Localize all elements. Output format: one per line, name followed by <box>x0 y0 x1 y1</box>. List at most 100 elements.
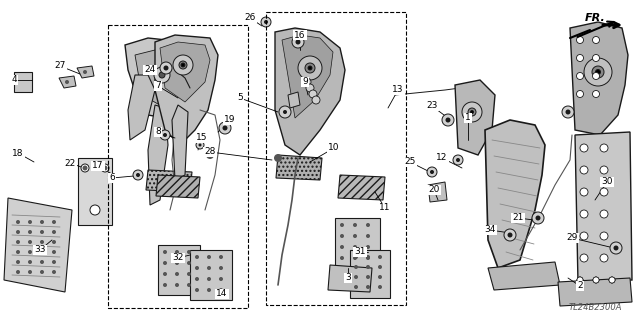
Circle shape <box>206 151 214 159</box>
Circle shape <box>340 256 344 260</box>
Circle shape <box>442 114 454 126</box>
Circle shape <box>81 164 89 172</box>
Polygon shape <box>485 120 545 268</box>
Circle shape <box>40 270 44 274</box>
Polygon shape <box>155 35 218 145</box>
Text: 31: 31 <box>355 248 365 256</box>
Polygon shape <box>282 35 333 118</box>
Polygon shape <box>135 50 182 104</box>
Text: 29: 29 <box>566 234 578 242</box>
Circle shape <box>40 250 44 254</box>
Text: 18: 18 <box>12 149 24 158</box>
Circle shape <box>340 245 344 249</box>
Polygon shape <box>455 80 495 155</box>
Circle shape <box>353 245 357 249</box>
Circle shape <box>453 155 463 165</box>
Text: 20: 20 <box>428 186 440 195</box>
Text: 28: 28 <box>204 147 216 157</box>
Bar <box>266 12 406 305</box>
Polygon shape <box>78 158 112 225</box>
Circle shape <box>298 56 322 80</box>
Bar <box>158 245 200 295</box>
Circle shape <box>136 173 140 177</box>
Circle shape <box>577 277 583 283</box>
Circle shape <box>40 240 44 244</box>
Bar <box>108 25 248 308</box>
Circle shape <box>609 277 615 283</box>
Circle shape <box>580 188 588 196</box>
Circle shape <box>504 229 516 241</box>
Circle shape <box>16 270 20 274</box>
Text: 22: 22 <box>65 159 76 167</box>
Circle shape <box>470 110 474 114</box>
Text: 2: 2 <box>577 281 583 291</box>
Polygon shape <box>276 155 322 180</box>
Circle shape <box>593 91 600 98</box>
Polygon shape <box>338 175 385 200</box>
Circle shape <box>562 106 574 118</box>
Polygon shape <box>4 198 72 292</box>
Circle shape <box>593 277 599 283</box>
Circle shape <box>610 242 622 254</box>
Circle shape <box>195 277 199 281</box>
Circle shape <box>427 167 437 177</box>
Circle shape <box>593 72 600 79</box>
Circle shape <box>101 164 109 172</box>
Circle shape <box>593 277 599 283</box>
Polygon shape <box>160 42 210 102</box>
Circle shape <box>173 55 193 75</box>
Circle shape <box>312 96 320 104</box>
Circle shape <box>52 220 56 224</box>
Polygon shape <box>275 28 345 155</box>
Circle shape <box>430 170 434 174</box>
Circle shape <box>595 70 600 75</box>
Circle shape <box>366 265 370 269</box>
Circle shape <box>580 232 588 240</box>
Text: 15: 15 <box>196 133 208 143</box>
Text: 4: 4 <box>11 76 17 85</box>
Circle shape <box>354 285 358 289</box>
Circle shape <box>16 240 20 244</box>
Circle shape <box>366 255 370 259</box>
Text: 16: 16 <box>294 31 306 40</box>
Circle shape <box>154 67 170 83</box>
Circle shape <box>16 220 20 224</box>
Circle shape <box>353 256 357 260</box>
Circle shape <box>536 216 541 220</box>
Circle shape <box>577 277 583 283</box>
Circle shape <box>163 65 168 70</box>
Circle shape <box>175 272 179 276</box>
Circle shape <box>198 144 202 146</box>
Circle shape <box>584 58 612 86</box>
Circle shape <box>219 277 223 281</box>
Text: 6: 6 <box>109 174 115 182</box>
Circle shape <box>366 275 370 279</box>
Circle shape <box>52 260 56 264</box>
Bar <box>350 250 390 298</box>
Circle shape <box>609 277 615 283</box>
Circle shape <box>163 250 167 254</box>
Circle shape <box>16 260 20 264</box>
Polygon shape <box>156 175 200 198</box>
Circle shape <box>292 36 304 48</box>
Text: 21: 21 <box>512 213 524 222</box>
Circle shape <box>219 255 223 259</box>
Circle shape <box>580 254 588 262</box>
Polygon shape <box>575 132 632 283</box>
Circle shape <box>577 277 583 283</box>
Circle shape <box>195 255 199 259</box>
Circle shape <box>195 288 199 292</box>
Text: 27: 27 <box>54 62 66 70</box>
Circle shape <box>219 288 223 292</box>
Circle shape <box>163 261 167 265</box>
Text: 19: 19 <box>224 115 236 124</box>
Circle shape <box>28 250 32 254</box>
Circle shape <box>600 254 608 262</box>
Circle shape <box>207 255 211 259</box>
Polygon shape <box>14 72 32 92</box>
Text: 11: 11 <box>380 204 391 212</box>
Circle shape <box>90 205 100 215</box>
Circle shape <box>163 133 167 137</box>
Polygon shape <box>172 105 188 180</box>
Polygon shape <box>570 22 628 135</box>
